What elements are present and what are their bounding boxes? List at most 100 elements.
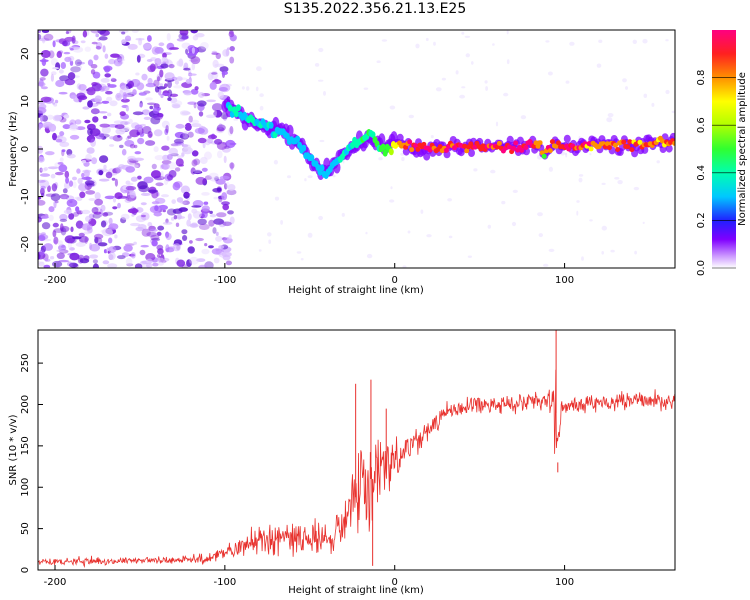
- noise-blob: [473, 168, 478, 172]
- noise-blob: [576, 200, 580, 203]
- noise-blob: [407, 230, 411, 234]
- noise-blob: [109, 100, 118, 107]
- noise-blob: [176, 76, 183, 82]
- noise-blob: [506, 30, 509, 35]
- noise-blob: [435, 87, 442, 92]
- noise-blob: [221, 192, 228, 201]
- noise-blob: [140, 244, 149, 248]
- snr-panel: -200 -100 0 100 0 50 100 150 200 250 Height of st…: [8, 329, 676, 596]
- noise-blob: [184, 122, 192, 131]
- colorbar-tick-label: 0.2: [696, 212, 707, 228]
- noise-blob: [201, 167, 208, 172]
- noise-blob: [41, 35, 46, 44]
- spectrogram-y-tick-label: 0: [20, 146, 31, 152]
- ridge-core: [370, 131, 376, 139]
- noise-blob: [94, 95, 102, 103]
- noise-blob: [69, 124, 79, 130]
- spectrogram-y-axis-label: Frequency (Hz): [8, 111, 19, 187]
- snr-y-tick-label: 200: [20, 395, 31, 414]
- noise-blob: [201, 248, 210, 255]
- noise-blob: [161, 120, 170, 129]
- noise-blob: [65, 31, 69, 35]
- noise-blob: [170, 97, 178, 104]
- noise-blob: [161, 163, 170, 170]
- noise-blob: [52, 260, 63, 268]
- noise-blob: [102, 45, 106, 53]
- snr-y-tick-label: 150: [20, 436, 31, 455]
- noise-blob: [671, 110, 675, 114]
- noise-blob: [167, 162, 177, 170]
- noise-blob: [185, 78, 192, 84]
- noise-blob: [164, 128, 169, 135]
- ridge-core: [233, 110, 239, 118]
- noise-blob: [319, 139, 325, 143]
- noise-blob: [176, 197, 184, 203]
- noise-blob: [38, 235, 46, 242]
- noise-blob: [92, 263, 99, 268]
- noise-blob: [78, 183, 88, 192]
- noise-blob: [173, 138, 184, 144]
- noise-blob: [268, 239, 272, 244]
- noise-blob: [198, 264, 207, 268]
- noise-blob: [537, 212, 543, 217]
- noise-blob: [140, 212, 150, 221]
- noise-blob: [101, 100, 110, 104]
- noise-blob: [192, 170, 203, 175]
- noise-blob: [217, 150, 223, 159]
- ridge-core: [407, 139, 413, 145]
- noise-blob: [307, 232, 313, 238]
- figure-title: S135.2022.356.21.13.E25: [283, 1, 467, 17]
- noise-blob: [141, 214, 146, 218]
- noise-blob: [59, 141, 70, 147]
- noise-blob: [176, 259, 186, 267]
- ridge-core: [604, 141, 610, 147]
- noise-blob: [187, 213, 192, 221]
- noise-blob: [176, 60, 183, 67]
- noise-blob: [180, 201, 187, 205]
- noise-blob: [39, 249, 45, 256]
- noise-blob: [44, 257, 49, 262]
- noise-blob: [50, 256, 55, 260]
- ridge-core: [415, 146, 421, 152]
- ridge-core: [472, 144, 478, 150]
- noise-blob: [40, 50, 51, 58]
- noise-blob: [87, 128, 93, 136]
- noise-blob: [610, 249, 615, 253]
- noise-blob: [156, 254, 161, 258]
- noise-blob: [548, 166, 554, 172]
- noise-blob: [125, 257, 133, 266]
- noise-blob: [104, 195, 116, 200]
- noise-blob: [54, 99, 59, 104]
- noise-blob: [193, 102, 197, 109]
- noise-blob: [125, 89, 132, 95]
- noise-blob: [166, 208, 177, 216]
- noise-blob: [153, 79, 160, 88]
- noise-blob: [171, 103, 181, 109]
- noise-blob: [101, 126, 111, 134]
- noise-blob: [215, 248, 220, 251]
- noise-blob: [137, 137, 145, 145]
- noise-blob: [545, 40, 550, 43]
- ridge-core: [541, 153, 547, 159]
- noise-blob: [43, 264, 51, 268]
- noise-blob: [162, 209, 166, 213]
- noise-blob: [151, 240, 158, 247]
- noise-blob: [578, 177, 583, 183]
- ridge-core: [413, 143, 419, 149]
- ridge-core: [494, 144, 500, 150]
- noise-blob: [207, 134, 218, 140]
- noise-blob: [39, 167, 43, 173]
- noise-blob: [181, 229, 188, 235]
- noise-blob: [98, 178, 110, 182]
- noise-blob: [81, 176, 92, 180]
- noise-blob: [381, 39, 388, 42]
- noise-blob: [215, 231, 219, 236]
- noise-blob: [82, 169, 92, 173]
- noise-blob: [168, 64, 175, 69]
- noise-blob: [156, 76, 161, 82]
- spectrogram-y-tick-label: 20: [20, 47, 31, 60]
- noise-blob: [229, 142, 237, 146]
- noise-blob: [93, 233, 104, 240]
- ridge-core: [547, 148, 553, 154]
- snr-axes: -200 -100 0 100 0 50 100 150 200 250: [20, 354, 574, 588]
